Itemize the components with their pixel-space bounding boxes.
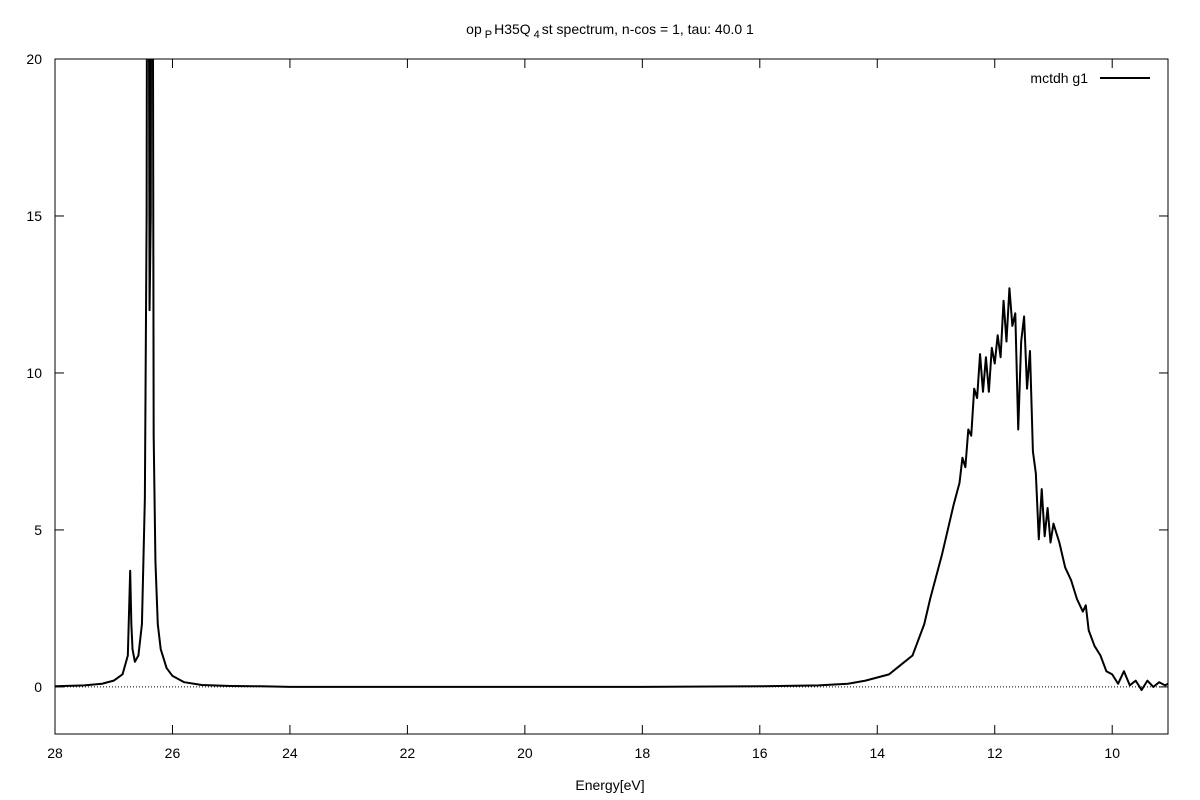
- y-tick-label: 20: [26, 51, 42, 67]
- y-tick-label: 5: [34, 522, 42, 538]
- x-tick-label: 12: [987, 745, 1003, 761]
- x-tick-label: 14: [869, 745, 885, 761]
- plot-frame: [54, 58, 1169, 735]
- x-axis-label: Energy[eV]: [575, 777, 644, 793]
- x-tick-label: 16: [752, 745, 768, 761]
- y-tick-label: 0: [34, 679, 42, 695]
- x-tick-label: 10: [1104, 745, 1120, 761]
- y-tick-label: 15: [26, 208, 42, 224]
- x-tick-label: 22: [400, 745, 416, 761]
- x-tick-label: 20: [517, 745, 533, 761]
- title-part: st spectrum, n-cos = 1, tau: 40.0 1: [542, 21, 754, 37]
- legend-label: mctdh g1: [1030, 70, 1088, 86]
- title-part: op: [466, 21, 482, 37]
- title-part: H35Q: [494, 21, 531, 37]
- y-tick-label: 10: [26, 365, 42, 381]
- x-tick-label: 18: [635, 745, 651, 761]
- x-tick-label: 24: [282, 745, 298, 761]
- x-tick-label: 28: [47, 745, 63, 761]
- title-subscript: 4: [534, 29, 540, 41]
- x-tick-label: 26: [165, 745, 181, 761]
- title-subscript: P: [485, 29, 492, 41]
- spectrum-line: [55, 59, 1168, 692]
